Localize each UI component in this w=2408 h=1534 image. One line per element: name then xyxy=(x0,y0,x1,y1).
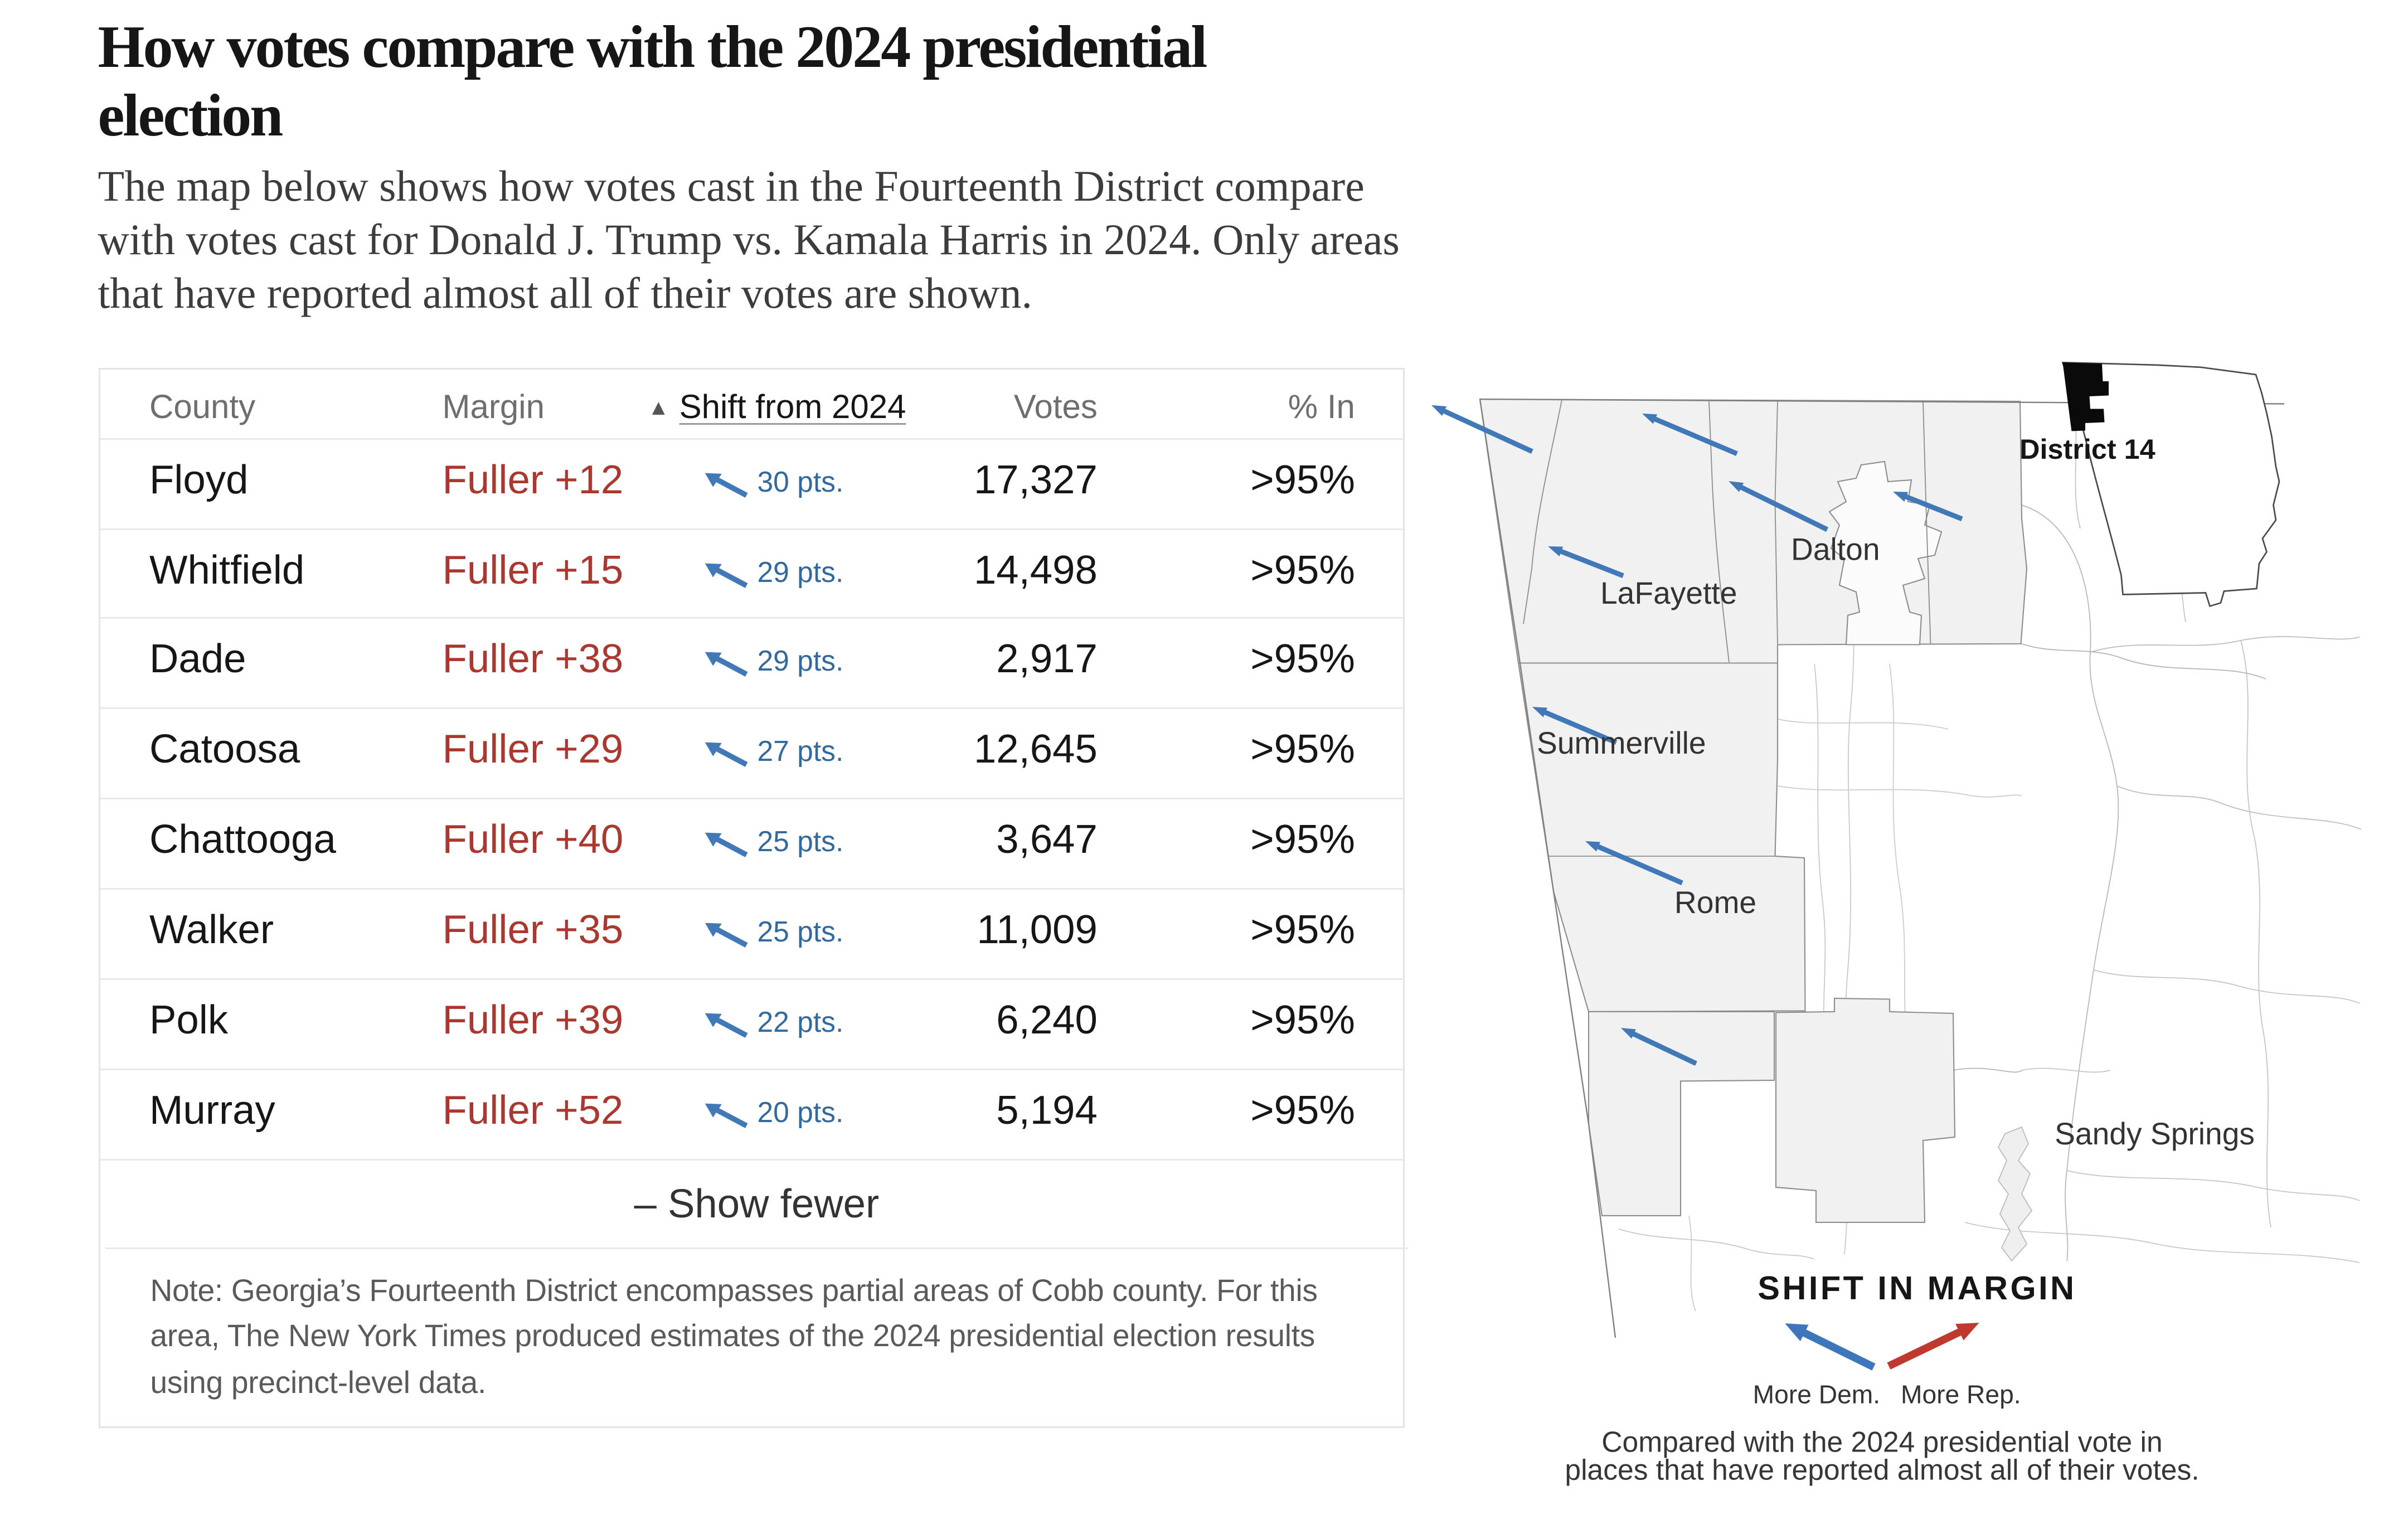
svg-text:More Rep.: More Rep. xyxy=(1901,1380,2021,1409)
svg-text:Compared with the 2024 preside: Compared with the 2024 presidential vote… xyxy=(1601,1426,2162,1458)
svg-text:places that have reported almo: places that have reported almost all of … xyxy=(1565,1454,2199,1486)
svg-text:Sandy Springs: Sandy Springs xyxy=(2055,1116,2255,1151)
svg-text:District 14: District 14 xyxy=(2019,433,2155,465)
svg-text:Dalton: Dalton xyxy=(1791,532,1880,567)
svg-text:More Dem.: More Dem. xyxy=(1753,1380,1880,1409)
svg-text:SHIFT IN MARGIN: SHIFT IN MARGIN xyxy=(1758,1269,2076,1307)
svg-text:Rome: Rome xyxy=(1674,885,1756,920)
svg-text:LaFayette: LaFayette xyxy=(1600,576,1737,610)
svg-text:Summerville: Summerville xyxy=(1537,726,1706,760)
